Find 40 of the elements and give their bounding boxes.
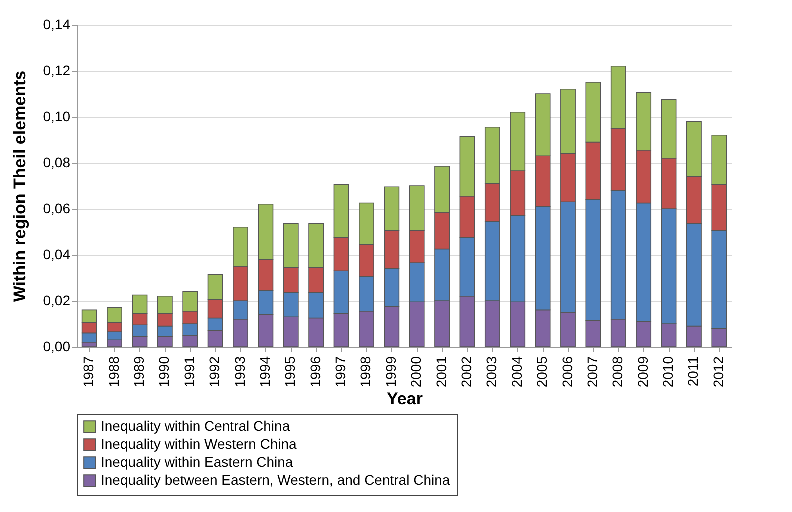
y-tick-label: 0,10 bbox=[43, 108, 71, 124]
x-tick-label: 1998 bbox=[358, 356, 374, 388]
x-tick-label: 2005 bbox=[534, 356, 550, 388]
x-tick-label: 1994 bbox=[256, 356, 273, 388]
x-tick-label: 1995 bbox=[282, 356, 298, 388]
x-tick-label: 2011 bbox=[685, 356, 702, 387]
x-tick-label: 2009 bbox=[634, 356, 651, 388]
x-tick-label: 1989 bbox=[130, 356, 147, 388]
x-tick-label: 2003 bbox=[484, 356, 500, 388]
x-tick-label: 2006 bbox=[559, 356, 576, 388]
y-tick-label: 0,00 bbox=[43, 338, 71, 354]
y-tick-label: 0,12 bbox=[43, 62, 71, 78]
x-tick-label: 1993 bbox=[232, 356, 248, 388]
x-tick-label: 1988 bbox=[106, 356, 122, 388]
y-axis-title: Within region Theil elements bbox=[10, 70, 30, 302]
x-tick-label: 2010 bbox=[660, 356, 676, 388]
x-tick-label: 2008 bbox=[610, 356, 626, 388]
x-tick-label: 1996 bbox=[307, 356, 324, 388]
x-axis-title: Year bbox=[387, 390, 424, 409]
y-tick-label: 0,06 bbox=[43, 200, 71, 216]
y-tick-label: 0,08 bbox=[43, 154, 71, 170]
x-tick-label: 2002 bbox=[458, 356, 474, 388]
y-tick-label: 0,02 bbox=[43, 292, 71, 308]
x-tick-label: 1999 bbox=[382, 356, 399, 388]
x-tick-label: 2001 bbox=[433, 356, 450, 388]
x-tick-label: 2004 bbox=[508, 356, 525, 388]
y-tick-label: 0,04 bbox=[43, 246, 71, 262]
legend-label: Inequality within Central China bbox=[101, 418, 290, 434]
legend-label: Inequality within Western China bbox=[101, 436, 298, 452]
x-tick-label: 1992 bbox=[206, 356, 223, 388]
x-tick-label: 1990 bbox=[156, 356, 172, 388]
x-tick-label: 2007 bbox=[584, 356, 600, 388]
legend-label: Inequality within Eastern China bbox=[101, 454, 294, 470]
y-tick-label: 0,14 bbox=[43, 16, 71, 32]
legend-label: Inequality between Eastern, Western, and Central China bbox=[101, 472, 450, 488]
x-tick-label: 1991 bbox=[181, 356, 198, 388]
x-tick-label: 1997 bbox=[332, 356, 349, 388]
x-tick-label: 2000 bbox=[408, 356, 424, 388]
x-tick-label: 1987 bbox=[80, 356, 97, 388]
x-tick-label: 2012 bbox=[710, 356, 726, 388]
